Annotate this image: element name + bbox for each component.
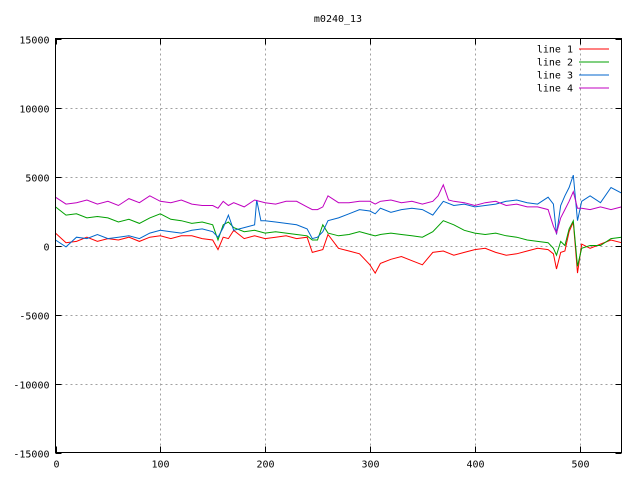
x-tick-label: 0	[53, 460, 59, 471]
x-tick-label: 400	[466, 460, 484, 471]
plot-frame	[55, 38, 622, 453]
series-line-2	[55, 206, 622, 267]
x-tick-label: 100	[151, 460, 169, 471]
y-tick-label: 0	[43, 243, 49, 254]
x-tick-label: 500	[571, 460, 589, 471]
legend: line 1 line 2 line 3 line 4	[537, 45, 609, 95]
y-tick-label: -15000	[13, 450, 49, 461]
y-tick-label: 15000	[19, 36, 49, 47]
legend-label: line 3	[537, 71, 573, 82]
y-tick-label: 10000	[19, 105, 49, 116]
series-line-4	[55, 183, 622, 235]
chart-title: m0240_13	[314, 14, 362, 25]
series-line-3	[55, 174, 622, 248]
legend-label: line 2	[537, 58, 573, 69]
x-tick-label: 300	[361, 460, 379, 471]
series-line-1	[55, 221, 622, 275]
y-tick-label: -5000	[19, 312, 49, 323]
y-tick-label: 5000	[25, 174, 49, 185]
grid-lines	[55, 38, 622, 453]
y-tick-label: -10000	[13, 381, 49, 392]
axis-ticks	[55, 38, 622, 454]
tick-labels: 0 100 200 300 400 500 -15000 -10000 -5000 0 5000 10…	[13, 36, 589, 471]
legend-label: line 4	[537, 84, 573, 95]
x-tick-label: 200	[256, 460, 274, 471]
legend-label: line 1	[537, 45, 573, 56]
series-lines	[55, 174, 622, 275]
